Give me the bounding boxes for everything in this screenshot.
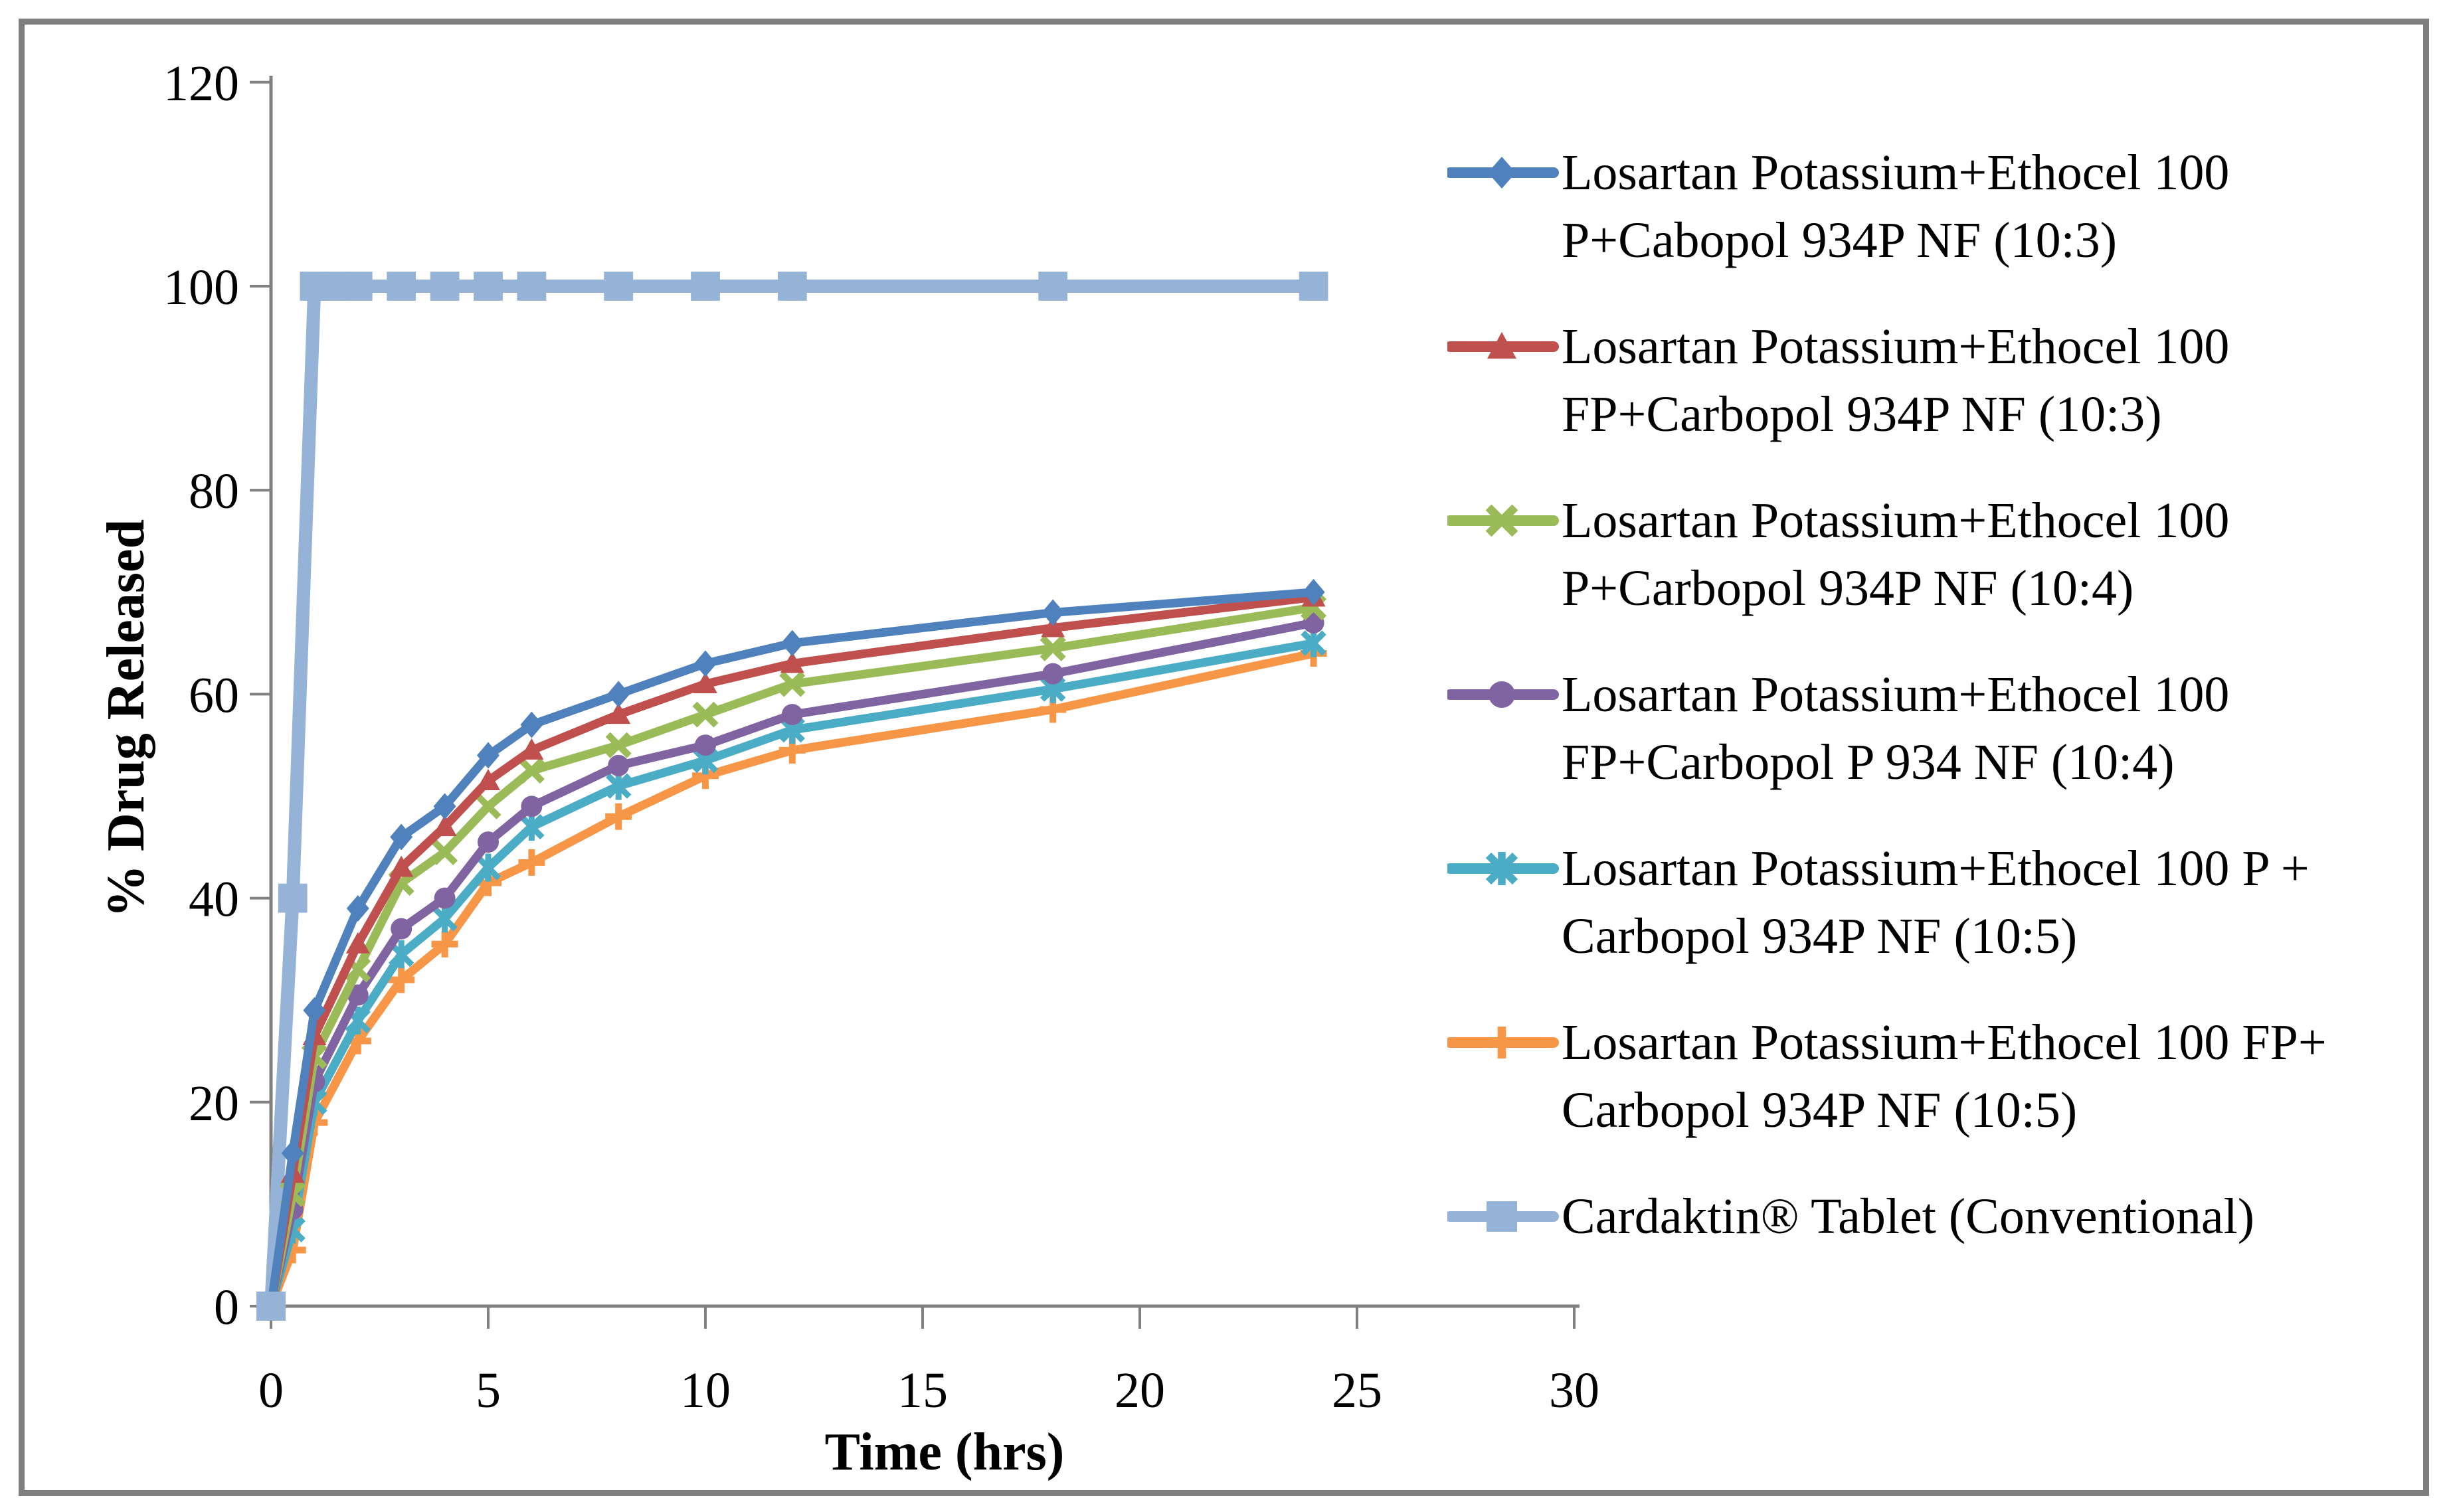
marker-diamond (607, 681, 630, 708)
legend-entry: Losartan Potassium+Ethocel 100 P+Cabopol… (1447, 139, 2430, 274)
marker-x (518, 758, 545, 784)
x-axis-title: Time (hrs) (824, 1423, 1065, 1481)
marker-x (779, 671, 806, 697)
marker-triangle (693, 672, 717, 694)
marker-diamond (281, 1139, 304, 1167)
marker-circle (391, 918, 412, 940)
legend-item-label: Losartan Potassium+Ethocel 100 P+Cabopol… (1562, 145, 2230, 268)
marker-circle (608, 754, 630, 776)
chart-frame: 0 20 40 60 80 100 120 0 5 10 15 20 25 30 % Drug Relea… (19, 19, 2429, 1496)
series-line (266, 588, 1318, 1311)
marker-circle (781, 704, 803, 726)
legend-item-label: Cardaktin® Tablet (Conventional) (1562, 1189, 2254, 1244)
marker-circle (434, 887, 456, 909)
marker-x (432, 839, 458, 866)
marker-triangle (345, 932, 370, 954)
marker-x (692, 701, 719, 728)
marker-x (1040, 635, 1066, 661)
marker-square (604, 272, 634, 301)
legend: Losartan Potassium+Ethocel 100 P+Cabopol… (1447, 139, 2430, 1250)
marker-diamond (433, 793, 456, 820)
legend-item-label: Losartan Potassium+Ethocel 100 FP+Carbop… (1562, 667, 2230, 790)
x-tick-label: 10 (680, 1363, 731, 1418)
y-tick-label: 60 (189, 667, 239, 723)
marker-circle (1042, 663, 1064, 685)
marker-square (777, 272, 807, 301)
legend-key-x-icon (1447, 504, 1559, 537)
y-tick-label: 20 (189, 1076, 239, 1132)
y-tick-label: 80 (189, 463, 239, 519)
x-tick-label: 15 (897, 1363, 948, 1418)
marker-square (1038, 272, 1068, 301)
marker-square (517, 272, 547, 301)
marker-diamond (694, 650, 717, 677)
legend-entry: Losartan Potassium+Ethocel 100 P+Carbopo… (1447, 487, 2430, 622)
marker-x (345, 956, 371, 983)
y-tick-label: 0 (214, 1280, 239, 1335)
marker-diamond (346, 894, 369, 922)
marker-triangle (476, 768, 500, 790)
legend-key-diamond-icon (1447, 157, 1559, 189)
marker-triangle (432, 815, 457, 837)
marker-circle (1489, 681, 1515, 708)
marker-triangle (606, 703, 631, 724)
marker-triangle (1487, 332, 1516, 359)
marker-triangle (1041, 616, 1065, 637)
legend-entry: Losartan Potassium+Ethocel 100 FP+Carbop… (1447, 313, 2430, 448)
marker-diamond (1041, 599, 1065, 626)
legend-item-label: Losartan Potassium+Ethocel 100 P + Carbo… (1562, 841, 2309, 964)
marker-x (1485, 504, 1518, 537)
marker-diamond (303, 997, 326, 1024)
legend-key-square-icon (1447, 1201, 1559, 1232)
y-tick-label: 120 (163, 56, 239, 112)
marker-diamond (1302, 578, 1325, 606)
marker-diamond (390, 823, 413, 851)
marker-square (343, 272, 373, 301)
marker-square (256, 1292, 286, 1321)
legend-item-label: Losartan Potassium+Ethocel 100 P+Carbopo… (1562, 493, 2230, 616)
legend-entry: Losartan Potassium+Ethocel 100 FP+Carbop… (1447, 661, 2430, 796)
marker-square (278, 883, 308, 913)
x-tick-label: 30 (1549, 1363, 1599, 1418)
marker-triangle (780, 651, 804, 673)
marker-square (1299, 272, 1328, 301)
legend-item-label: Losartan Potassium+Ethocel 100 FP+Carbop… (1562, 319, 2230, 442)
marker-x (475, 793, 501, 819)
marker-square (1487, 1201, 1517, 1232)
legend-key-plus-icon (1447, 1027, 1559, 1058)
marker-diamond (520, 711, 543, 738)
legend-entry: Losartan Potassium+Ethocel 100 P + Carbo… (1447, 835, 2430, 970)
marker-triangle (389, 855, 414, 877)
marker-diamond (1488, 157, 1516, 189)
marker-triangle (519, 738, 544, 760)
x-tick-label: 20 (1115, 1363, 1165, 1418)
y-tick-label: 100 (163, 260, 239, 315)
marker-circle (478, 831, 499, 853)
series-line (264, 280, 1320, 1313)
x-tick-label: 0 (258, 1363, 284, 1418)
marker-diamond (780, 630, 804, 657)
marker-square (387, 272, 416, 301)
legend-entry: Cardaktin® Tablet (Conventional) (1447, 1183, 2430, 1250)
legend-key-circle-icon (1447, 681, 1559, 708)
series-line (266, 592, 1318, 1311)
legend-entry: Losartan Potassium+Ethocel 100 FP+ Carbo… (1447, 1009, 2430, 1144)
marker-square (691, 272, 720, 301)
marker-circle (695, 734, 716, 756)
plot-area: 0 20 40 60 80 100 120 0 5 10 15 20 25 30 (163, 56, 1599, 1418)
x-tick-label: 5 (476, 1363, 501, 1418)
marker-square (430, 272, 460, 301)
y-tick-label: 40 (189, 872, 239, 928)
x-tick-label: 25 (1332, 1363, 1382, 1418)
y-axis-title: % Drug Released (97, 519, 155, 918)
legend-key-triangle-icon (1447, 332, 1559, 359)
marker-square (474, 272, 503, 301)
legend-item-label: Losartan Potassium+Ethocel 100 FP+ Carbo… (1562, 1015, 2327, 1138)
marker-x (605, 732, 632, 758)
legend-key-asterisk-icon (1447, 852, 1559, 885)
marker-diamond (477, 742, 499, 769)
marker-circle (521, 796, 543, 817)
